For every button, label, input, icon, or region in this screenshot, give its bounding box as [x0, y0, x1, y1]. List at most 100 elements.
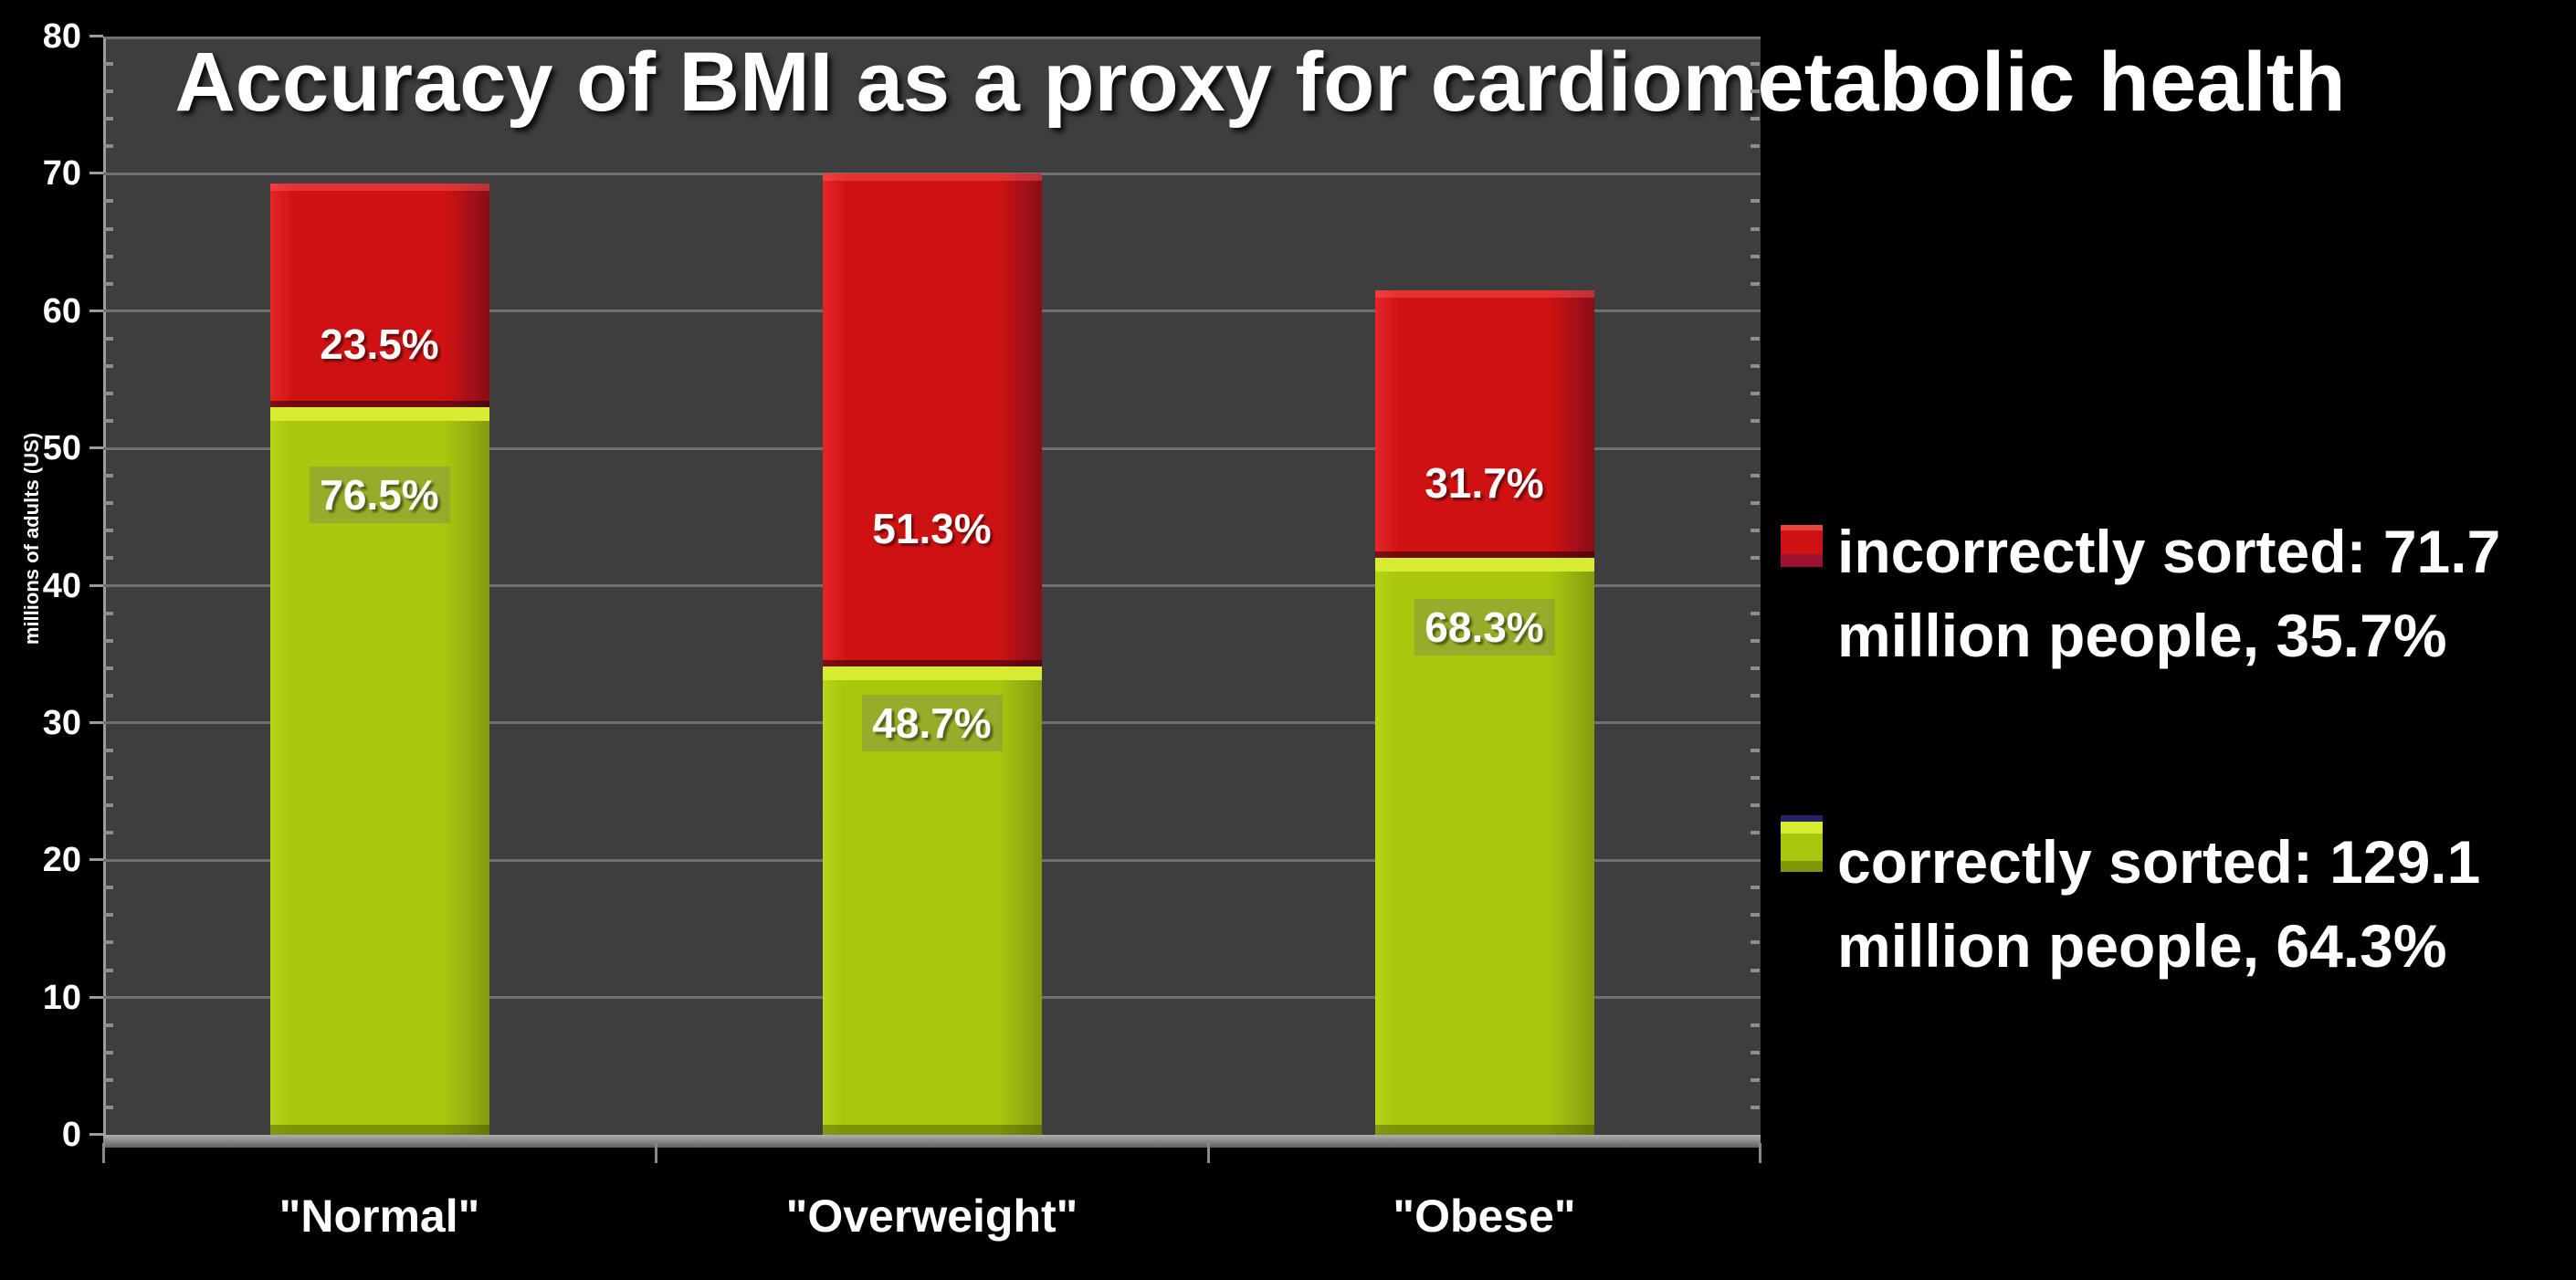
minor-tick	[104, 913, 113, 918]
minor-tick	[104, 611, 113, 615]
minor-tick	[104, 501, 113, 506]
minor-tick	[1751, 940, 1760, 945]
x-axis-tick	[102, 1143, 105, 1163]
minor-tick	[1751, 556, 1760, 561]
minor-tick	[1751, 363, 1760, 368]
minor-tick	[1751, 693, 1760, 698]
y-tick-label: 60	[42, 291, 81, 330]
minor-tick	[1751, 886, 1760, 890]
minor-tick	[104, 363, 113, 368]
minor-tick	[104, 281, 113, 286]
minor-tick	[1751, 226, 1760, 231]
minor-tick	[1751, 117, 1760, 121]
minor-tick	[1751, 281, 1760, 286]
percent-label: 23.5%	[320, 320, 439, 369]
bar-segment-correct	[822, 666, 1042, 1135]
category-label: "Overweight"	[785, 1191, 1078, 1242]
legend-swatch-correct	[1781, 815, 1823, 872]
minor-tick	[1751, 1105, 1760, 1109]
minor-tick	[1751, 831, 1760, 835]
minor-tick	[104, 199, 113, 204]
minor-tick	[1751, 144, 1760, 149]
minor-tick	[104, 968, 113, 972]
bar-segment-incorrect	[1374, 290, 1594, 559]
bar-segment-correct	[1374, 558, 1594, 1135]
legend-text-correct: correctly sorted: 129.1 million people, …	[1837, 820, 2480, 988]
y-axis-tick	[89, 446, 103, 450]
y-tick-label: 10	[42, 978, 81, 1017]
minor-tick	[104, 940, 113, 945]
percent-label: 48.7%	[861, 694, 1003, 751]
bar-segment-incorrect	[269, 183, 489, 408]
minor-tick	[104, 1050, 113, 1054]
minor-tick	[104, 886, 113, 890]
y-tick-label: 30	[42, 703, 81, 742]
minor-tick	[1751, 611, 1760, 615]
y-tick-label: 70	[42, 154, 81, 194]
y-tick-label: 80	[42, 17, 81, 56]
minor-tick	[104, 226, 113, 231]
minor-tick	[1751, 638, 1760, 643]
y-tick-label: 40	[42, 566, 81, 605]
chart-title: Accuracy of BMI as a proxy for cardiomet…	[174, 36, 2346, 129]
y-axis-tick	[89, 309, 103, 312]
percent-label: 51.3%	[872, 505, 992, 553]
minor-tick	[1751, 776, 1760, 781]
legend-label-line: million people, 64.3%	[1837, 912, 2447, 980]
minor-tick	[104, 803, 113, 808]
y-axis-tick	[89, 720, 103, 724]
minor-tick	[104, 474, 113, 478]
y-tick-label: 0	[61, 1116, 81, 1154]
minor-tick	[104, 391, 113, 395]
legend-label-line: correctly sorted: 129.1	[1837, 828, 2481, 896]
minor-tick	[104, 1077, 113, 1082]
minor-tick	[1751, 968, 1760, 972]
x-axis-tick	[1759, 1143, 1761, 1163]
minor-tick	[104, 336, 113, 341]
y-tick-label: 20	[42, 841, 81, 880]
minor-tick	[104, 529, 113, 533]
bar-segment-correct	[269, 407, 489, 1135]
minor-tick	[1751, 336, 1760, 341]
category-label: "Obese"	[1393, 1191, 1576, 1242]
legend-entry-incorrect: incorrectly sorted: 71.7 million people,…	[1781, 509, 2500, 677]
minor-tick	[1751, 89, 1760, 94]
legend-label-line: incorrectly sorted: 71.7	[1837, 518, 2501, 585]
minor-tick	[104, 1105, 113, 1109]
minor-tick	[1751, 1050, 1760, 1054]
minor-tick	[1751, 803, 1760, 808]
minor-tick	[104, 1023, 113, 1027]
category-label: "Normal"	[279, 1191, 480, 1242]
minor-tick	[104, 638, 113, 643]
y-axis-tick	[89, 995, 103, 999]
minor-tick	[104, 144, 113, 149]
legend-label-line: million people, 35.7%	[1837, 602, 2447, 669]
minor-tick	[1751, 913, 1760, 918]
minor-tick	[104, 89, 113, 94]
percent-label: 76.5%	[309, 466, 450, 523]
percent-label: 68.3%	[1414, 599, 1555, 656]
percent-label: 31.7%	[1425, 459, 1544, 508]
plot-floor	[103, 1135, 1761, 1148]
minor-tick	[104, 556, 113, 561]
y-axis-tick	[89, 172, 103, 175]
y-axis-tick	[89, 858, 103, 862]
minor-tick	[104, 776, 113, 781]
bar-segment-incorrect	[822, 173, 1042, 667]
minor-tick	[1751, 1023, 1760, 1027]
y-axis-tick	[89, 583, 103, 587]
minor-tick	[1751, 419, 1760, 424]
minor-tick	[104, 62, 113, 67]
minor-tick	[104, 693, 113, 698]
minor-tick	[1751, 474, 1760, 478]
minor-tick	[104, 419, 113, 424]
minor-tick	[104, 117, 113, 121]
legend-swatch-incorrect	[1781, 525, 1823, 567]
x-axis-tick	[1207, 1143, 1210, 1163]
minor-tick	[1751, 391, 1760, 395]
minor-tick	[1751, 748, 1760, 752]
y-axis-tick	[89, 1133, 103, 1136]
y-axis-tick	[89, 35, 103, 37]
minor-tick	[1751, 529, 1760, 533]
